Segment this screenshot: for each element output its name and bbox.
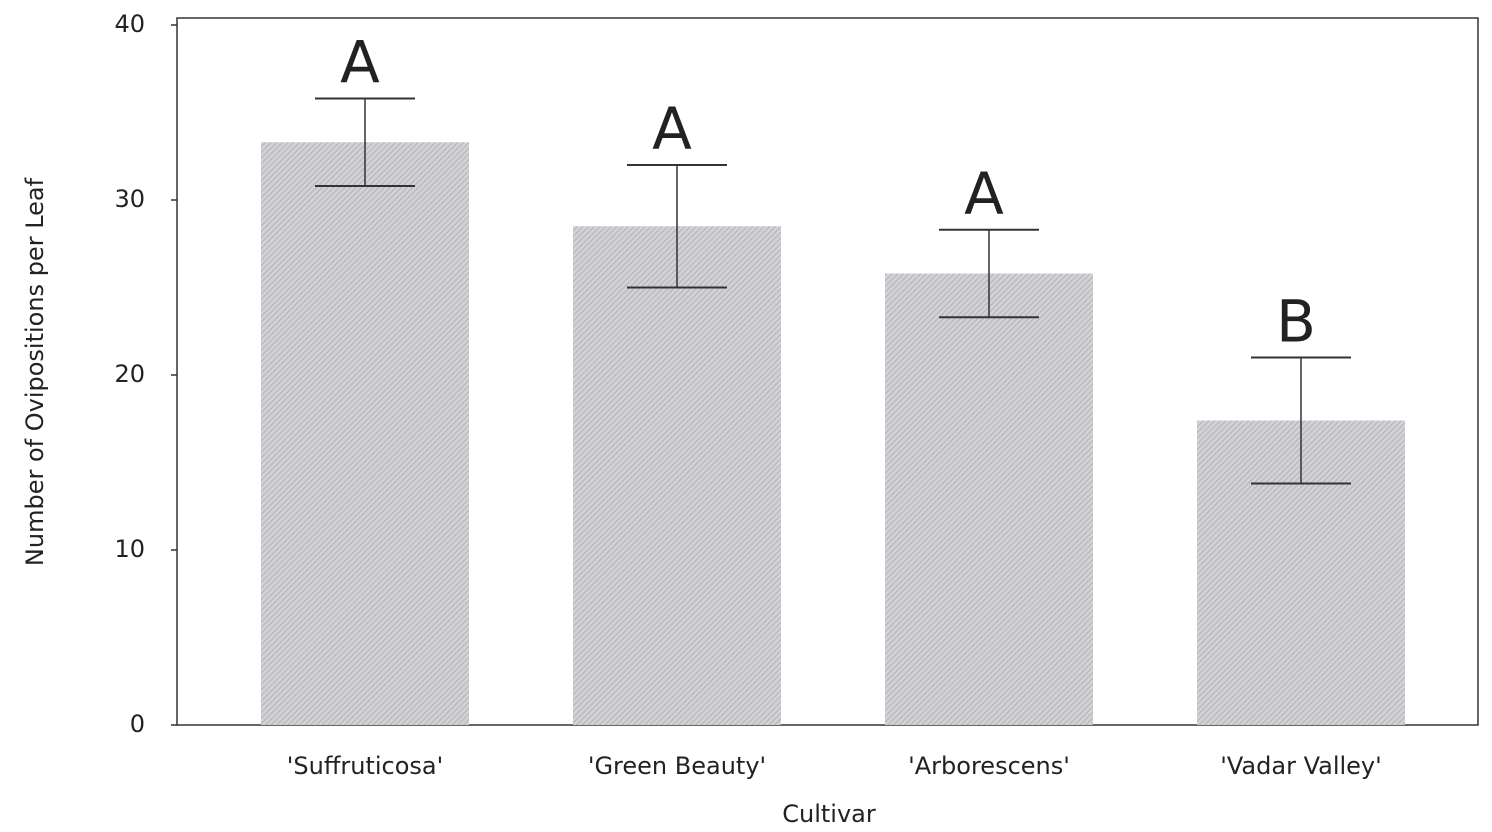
y-tick-label: 30: [114, 185, 145, 213]
significance-letter: A: [652, 95, 692, 163]
x-tick-label: 'Green Beauty': [588, 752, 766, 780]
x-axis-label: Cultivar: [782, 800, 876, 828]
bar: [573, 226, 781, 725]
significance-letter: A: [340, 29, 380, 97]
y-tick-label: 20: [114, 360, 145, 388]
x-tick-label: 'Arborescens': [908, 752, 1070, 780]
bar: [261, 142, 469, 725]
plot-frame: [176, 17, 1479, 726]
y-tick-label: 40: [114, 10, 145, 38]
bar: [885, 273, 1093, 725]
y-axis-label: Number of Ovipositions per Leaf: [21, 177, 49, 566]
y-tick-label: 0: [130, 710, 145, 738]
x-tick-label: 'Vadar Valley': [1220, 752, 1381, 780]
significance-letter: B: [1276, 288, 1316, 356]
y-tick-label: 10: [114, 535, 145, 563]
x-tick-label: 'Suffruticosa': [287, 752, 443, 780]
significance-letter: A: [964, 160, 1004, 228]
